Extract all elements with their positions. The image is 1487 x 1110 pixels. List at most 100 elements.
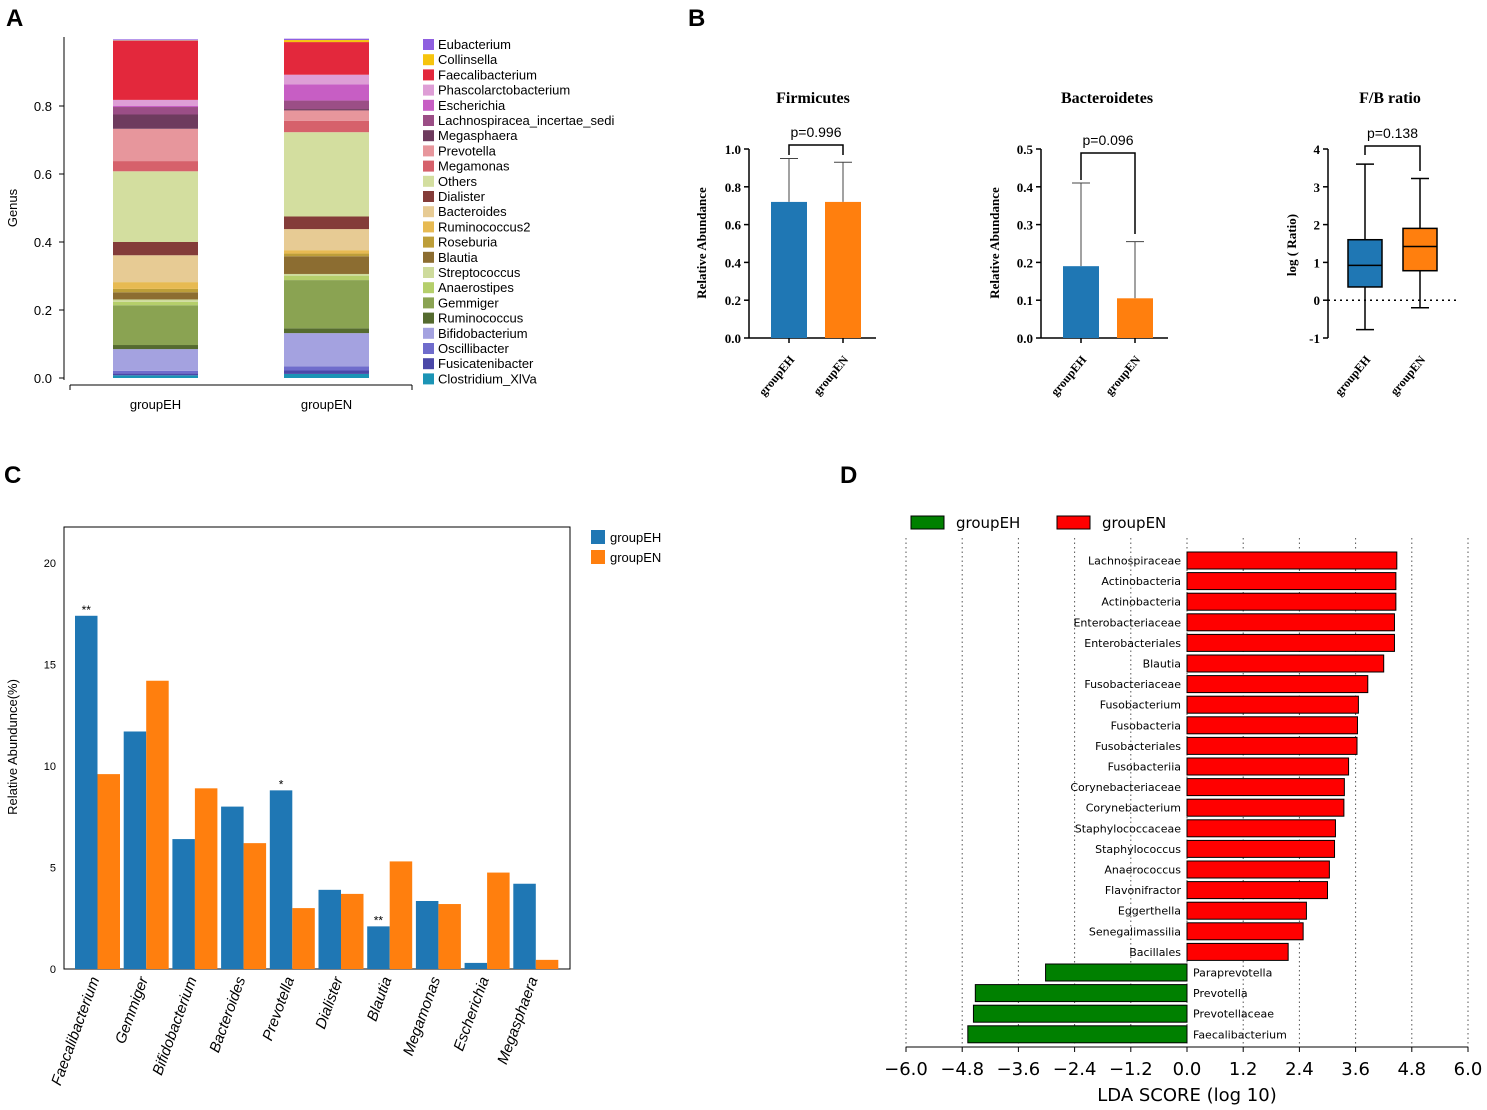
d-bar (1186, 633, 1395, 652)
d-bar-label: Enterobacteriaceae (1073, 616, 1181, 629)
b3-y-tick-label: -1 (1309, 331, 1320, 346)
a-legend-label: Eubacterium (438, 37, 511, 52)
a-legend-label: Escherichia (438, 98, 506, 113)
c-x-tick-label: Gemmiger (112, 974, 152, 1047)
c-bar (194, 788, 218, 969)
a-bar-segment (284, 253, 369, 257)
b2-pvalue: p=0.096 (1083, 132, 1134, 148)
d-bar (1186, 613, 1395, 632)
b1-x-tick-label: groupEH (756, 352, 798, 398)
a-legend-swatch (423, 251, 434, 263)
b3-y-tick-label: 0 (1314, 293, 1321, 308)
c-significance: * (279, 777, 284, 791)
a-legend-label: Faecalibacterium (438, 67, 537, 82)
a-legend-swatch (423, 236, 434, 248)
a-x-tick-label: groupEH (130, 397, 181, 412)
a-y-tick-label: 0.8 (34, 99, 52, 114)
b2-x-tick-label: groupEN (1102, 353, 1143, 398)
c-y-tick-label: 5 (50, 863, 56, 875)
d-bar-label: Paraprevotella (1193, 967, 1272, 980)
a-bar-segment (113, 40, 198, 100)
d-x-tick-label: 6.0 (1454, 1059, 1483, 1080)
a-legend-label: Megasphaera (438, 128, 518, 143)
panel-label-a: A (6, 5, 23, 32)
a-legend-label: Collinsella (438, 52, 498, 67)
b3-pvalue: p=0.138 (1367, 125, 1418, 141)
c-bar (438, 904, 461, 969)
d-x-tick-label: 2.4 (1285, 1059, 1314, 1080)
b1-y-tick-label: 0.8 (725, 180, 742, 195)
a-y-tick-label: 0.0 (34, 371, 52, 386)
b2-y-tick-label: 0.1 (1017, 293, 1033, 308)
d-x-tick-label: −1.2 (1109, 1059, 1153, 1080)
a-bar-segment (113, 375, 198, 378)
b1-title: Firmicutes (776, 90, 850, 107)
b2-bar (1117, 298, 1153, 338)
a-bar-segment (284, 328, 369, 334)
c-bar (464, 962, 488, 969)
a-bar-segment (284, 42, 369, 75)
b2-x-tick-label: groupEH (1048, 352, 1090, 398)
a-bar-segment (284, 333, 369, 367)
d-bar (1186, 778, 1345, 797)
c-bar (415, 900, 439, 969)
c-significance: ** (374, 913, 384, 927)
a-legend-swatch (423, 69, 434, 81)
c-bar (243, 843, 267, 969)
d-bar-label: Staphylococcus (1095, 843, 1181, 856)
d-x-tick-label: 3.6 (1341, 1059, 1370, 1080)
d-x-axis-label: LDA SCORE (log 10) (1097, 1085, 1276, 1106)
a-legend-swatch (423, 327, 434, 339)
a-bar-segment (113, 255, 198, 283)
c-significance: ** (82, 603, 92, 617)
b3-y-tick-label: 2 (1314, 218, 1321, 233)
c-legend-swatch (591, 530, 605, 544)
d-bar-label: Fusobacterium (1100, 699, 1181, 712)
a-bar-segment (113, 299, 198, 302)
c-bar (221, 806, 244, 969)
d-legend-label: groupEN (1102, 514, 1166, 532)
c-bar (146, 680, 169, 969)
a-legend-swatch (423, 312, 434, 324)
a-legend-swatch (423, 160, 434, 172)
a-bar-segment (113, 39, 198, 41)
d-bar-label: Eggerthella (1118, 905, 1181, 918)
c-bar (172, 839, 195, 969)
b3-y-tick-label: 1 (1314, 255, 1321, 270)
d-bar-label: Blautia (1143, 658, 1181, 671)
d-bar-label: Senegalimassilia (1089, 925, 1181, 938)
a-bar-segment (284, 229, 369, 251)
panel-a-stacked-bar: 0.0 0.2 0.4 0.6 0.8 Genus groupEH groupEN Eubact… (5, 37, 614, 412)
d-bar (1186, 551, 1398, 570)
panel-b-fb-ratio: -1 0 1 2 3 4 F/B ratio log ( Ratio) groupEH group… (1284, 90, 1456, 399)
b3-y-tick-label: 3 (1314, 180, 1321, 195)
d-x-tick-label: −3.6 (997, 1059, 1041, 1080)
a-legend-label: Blautia (438, 250, 479, 265)
b2-y-tick-label: 0.3 (1017, 218, 1034, 233)
b1-x-tick-label: groupEN (810, 353, 851, 398)
c-bar (123, 731, 147, 969)
c-y-axis-label: Relative Abundunce(%) (5, 679, 20, 815)
a-legend-label: Roseburia (438, 235, 498, 250)
a-legend-swatch (423, 206, 434, 218)
panel-b-bacteroidetes: 0.0 0.1 0.2 0.3 0.4 0.5 Bacteroidetes Relative … (987, 90, 1168, 399)
b1-bar (771, 201, 807, 338)
a-y-tick-label: 0.4 (34, 235, 52, 250)
a-bar-segment (284, 256, 369, 274)
a-bar-segment (113, 128, 198, 162)
a-legend-swatch (423, 145, 434, 157)
c-y-tick-label: 10 (44, 761, 56, 773)
b2-bar (1063, 266, 1099, 338)
a-y-tick-label: 0.2 (34, 303, 52, 318)
a-legend-label: Fusicatenibacter (438, 356, 534, 371)
c-x-tick-label: Escherichia (450, 975, 492, 1054)
b2-y-tick-label: 0.2 (1017, 255, 1033, 270)
a-legend-label: Lachnospiracea_incertae_sedi (438, 113, 614, 128)
a-bar-segment (284, 273, 369, 276)
a-bar-segment (113, 349, 198, 371)
c-x-tick-label: Bacteroides (206, 974, 249, 1055)
panel-b-firmicutes: 0.0 0.2 0.4 0.6 0.8 1.0 Firmicutes Relative Abu… (694, 90, 876, 399)
c-x-tick-label: Megamonas (400, 974, 444, 1058)
a-bar-segment (113, 345, 198, 350)
